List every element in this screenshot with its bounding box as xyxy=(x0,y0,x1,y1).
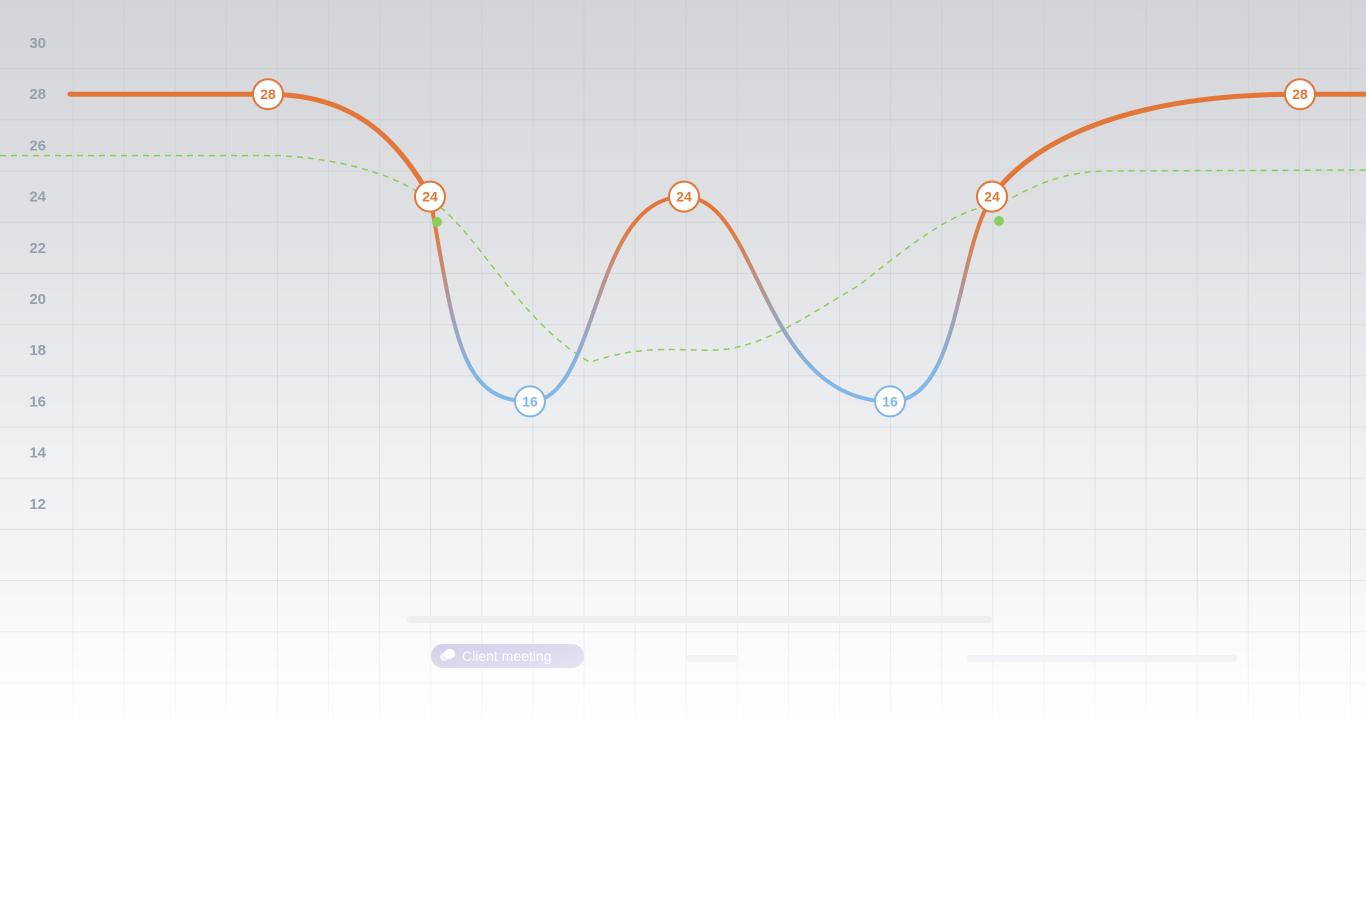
marker-circle xyxy=(668,180,700,213)
temperature-marker: 24 xyxy=(414,180,446,213)
marker-circle xyxy=(874,385,906,418)
temperature-marker: 28 xyxy=(252,78,284,111)
y-tick-label: 26 xyxy=(29,137,46,154)
y-axis-ticks: 30 28 26 24 22 20 18 16 14 12 xyxy=(29,35,46,513)
marker-circle xyxy=(1284,78,1316,111)
setpoint-dots xyxy=(432,216,1004,227)
y-tick-label: 24 xyxy=(29,189,46,206)
chat-bubbles-icon xyxy=(440,649,456,663)
marker-label: 24 xyxy=(422,189,438,205)
event-placeholder-long xyxy=(967,655,1237,662)
marker-circle xyxy=(976,180,1008,213)
marker-circle xyxy=(514,385,546,418)
schedule-bar-placeholder xyxy=(407,616,992,623)
temperature-marker: 16 xyxy=(874,385,906,418)
y-tick-label: 20 xyxy=(29,291,46,308)
marker-circle xyxy=(252,78,284,111)
marker-label: 24 xyxy=(984,189,1000,205)
temperature-marker: 16 xyxy=(514,385,546,418)
setpoint-dot xyxy=(994,216,1004,226)
marker-label: 28 xyxy=(1292,86,1308,102)
y-tick-label: 14 xyxy=(29,445,46,462)
y-tick-label: 18 xyxy=(29,342,46,359)
y-tick-label: 30 xyxy=(29,35,46,52)
temperature-markers: 28 24 16 24 16 24 28 xyxy=(252,78,1316,418)
temperature-marker: 28 xyxy=(1284,78,1316,111)
y-tick-label: 12 xyxy=(29,496,46,513)
event-placeholder-short xyxy=(686,655,737,662)
event-label: Client meeting xyxy=(462,648,552,664)
setpoint-dot xyxy=(432,217,442,227)
y-tick-label: 28 xyxy=(29,86,46,103)
marker-label: 16 xyxy=(522,393,538,409)
temperature-marker: 24 xyxy=(976,180,1008,213)
client-meeting-event[interactable]: Client meeting xyxy=(431,644,584,668)
marker-label: 16 xyxy=(882,393,898,409)
marker-circle xyxy=(414,180,446,213)
marker-label: 28 xyxy=(260,86,276,102)
temperature-marker: 24 xyxy=(668,180,700,213)
marker-label: 24 xyxy=(676,189,692,205)
y-tick-label: 16 xyxy=(29,393,46,410)
y-tick-label: 22 xyxy=(29,240,46,257)
